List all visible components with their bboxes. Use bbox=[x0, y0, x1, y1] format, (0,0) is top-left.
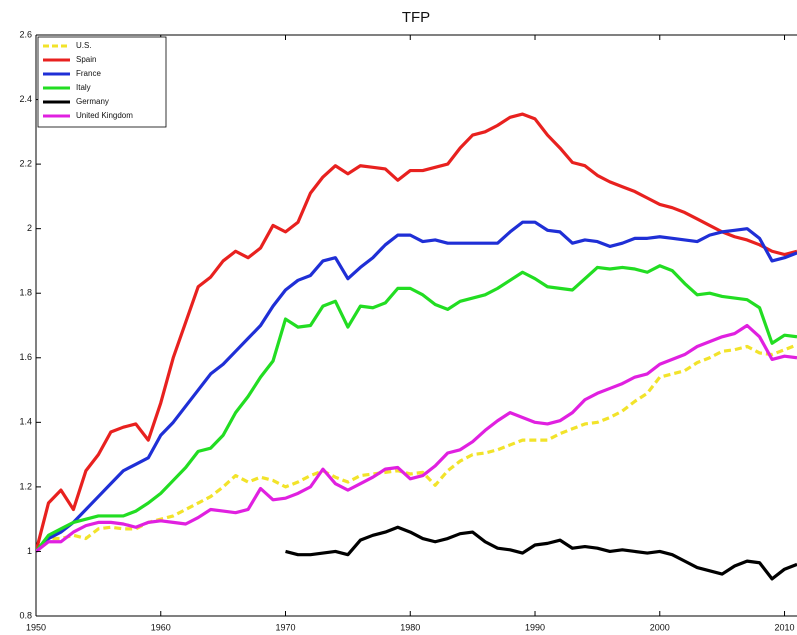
x-tick-label: 1970 bbox=[275, 622, 295, 632]
x-tick-label: 2010 bbox=[775, 622, 795, 632]
series-line bbox=[36, 220, 797, 553]
chart-title: TFP bbox=[402, 9, 430, 26]
y-tick-label: 2 bbox=[27, 223, 32, 233]
legend-label: United Kingdom bbox=[76, 111, 133, 120]
legend-label: Germany bbox=[76, 97, 109, 106]
x-tick-label: 1980 bbox=[400, 622, 420, 632]
legend-label: France bbox=[76, 69, 101, 78]
series-line bbox=[36, 343, 797, 553]
series-line bbox=[36, 264, 797, 553]
y-tick-label: 0.8 bbox=[19, 610, 32, 620]
y-tick-label: 1.6 bbox=[19, 352, 32, 362]
x-tick-label: 1990 bbox=[525, 622, 545, 632]
legend-label: U.S. bbox=[76, 41, 92, 50]
y-tick-label: 2.2 bbox=[19, 158, 32, 168]
x-tick-label: 1950 bbox=[26, 622, 46, 632]
legend-box bbox=[37, 36, 167, 128]
y-tick-label: 1.4 bbox=[19, 417, 32, 427]
legend-label: Spain bbox=[76, 55, 96, 64]
y-tick-label: 1 bbox=[27, 546, 32, 556]
plot-lines bbox=[36, 112, 797, 581]
legend-label: Italy bbox=[76, 83, 91, 92]
series-line bbox=[285, 525, 797, 581]
y-tick-label: 1.2 bbox=[19, 481, 32, 491]
series-line bbox=[36, 112, 797, 552]
series-line bbox=[36, 323, 797, 553]
y-tick-label: 2.4 bbox=[19, 94, 32, 104]
y-tick-label: 2.6 bbox=[19, 29, 32, 39]
x-tick-label: 1960 bbox=[151, 622, 171, 632]
x-tick-label: 2000 bbox=[650, 622, 670, 632]
y-tick-label: 1.8 bbox=[19, 288, 32, 298]
